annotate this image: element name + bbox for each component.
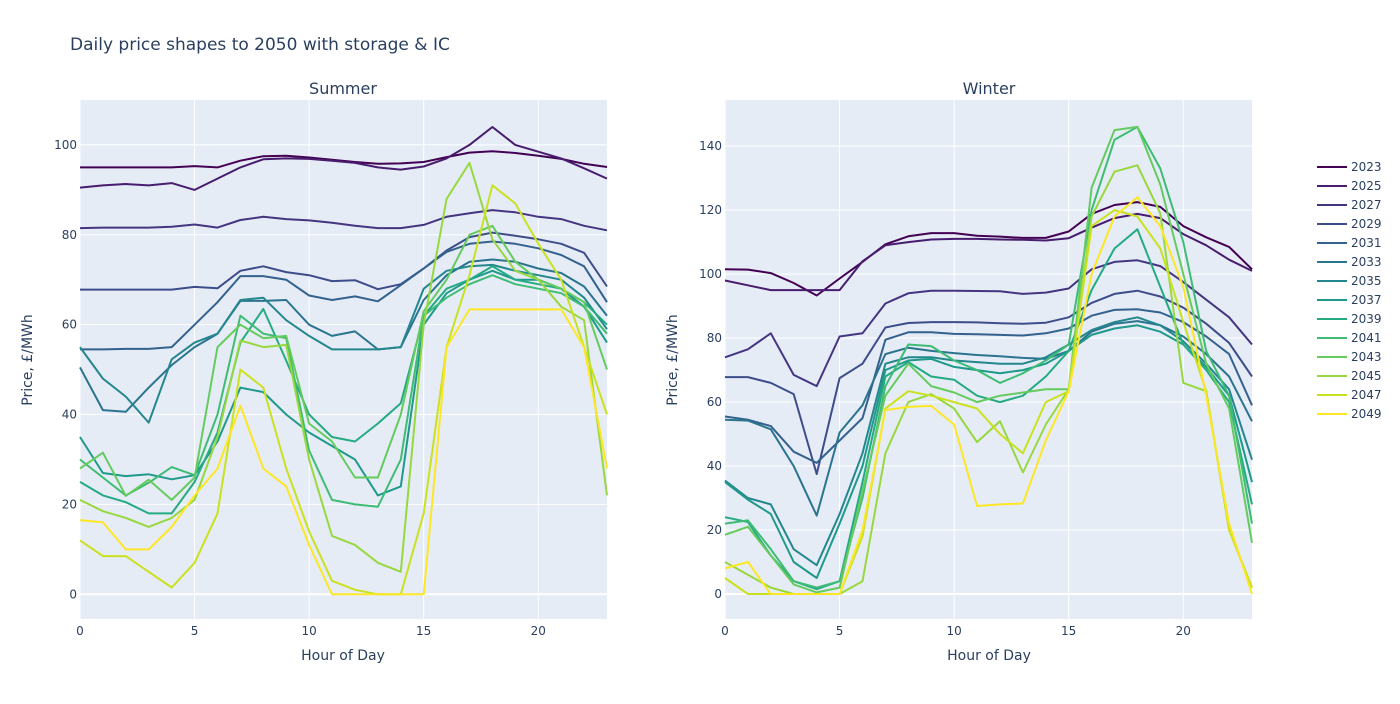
legend-item-2033[interactable]: 2033 [1317, 255, 1382, 269]
summer-series-2047[interactable] [79, 184, 608, 596]
summer-series-2041[interactable] [79, 274, 608, 508]
winter-y-tick-label: 60 [707, 395, 722, 409]
legend-label: 2043 [1351, 350, 1382, 364]
winter-series-2037[interactable] [724, 324, 1253, 579]
summer-x-tick-label: 0 [76, 624, 84, 638]
winter-y-tick-label: 80 [707, 331, 722, 345]
summer-series-2025[interactable] [79, 126, 608, 191]
legend-label: 2047 [1351, 388, 1382, 402]
summer-y-tick-label: 20 [62, 497, 77, 511]
winter-x-tick-label: 15 [1061, 624, 1076, 638]
legend-label: 2033 [1351, 255, 1382, 269]
winter-y-tick-label: 100 [699, 267, 722, 281]
legend-item-2045[interactable]: 2045 [1317, 369, 1382, 383]
legend-item-2023[interactable]: 2023 [1317, 160, 1382, 174]
winter-series-2049[interactable] [724, 196, 1253, 595]
legend-item-2049[interactable]: 2049 [1317, 407, 1382, 421]
legend-item-2041[interactable]: 2041 [1317, 331, 1382, 345]
summer-series-2043[interactable] [79, 224, 608, 501]
legend: 2023 2025 2027 2029 2031 2033 2035 2037 2039 2041… [1317, 160, 1382, 421]
summer-series-2029[interactable] [80, 231, 608, 291]
legend-label: 2041 [1351, 331, 1382, 345]
winter-y-tick-label: 140 [699, 139, 722, 153]
winter-x-tick-label: 0 [721, 624, 729, 638]
summer-x-tick-label: 5 [191, 624, 199, 638]
winter-y-axis-label: Price, £/MWh [665, 314, 681, 405]
winter-series-2035[interactable] [724, 316, 1253, 567]
legend-label: 2049 [1351, 407, 1382, 421]
winter-plot-area [725, 100, 1252, 619]
winter-x-tick-label: 5 [836, 624, 844, 638]
legend-label: 2035 [1351, 274, 1382, 288]
summer-x-tick-label: 15 [416, 624, 431, 638]
winter-x-axis-label: Hour of Day [947, 648, 1031, 664]
winter-series-2027[interactable] [724, 259, 1253, 388]
winter-series-2031[interactable] [724, 308, 1253, 464]
legend-item-2025[interactable]: 2025 [1317, 179, 1382, 193]
summer-plot-area [80, 100, 607, 619]
summer-y-tick-label: 80 [62, 228, 77, 242]
winter-y-tick-label: 0 [714, 587, 722, 601]
legend-item-2047[interactable]: 2047 [1317, 388, 1382, 402]
winter-y-tick-label: 20 [707, 523, 722, 537]
legend-label: 2027 [1351, 198, 1382, 212]
winter-series-2041[interactable] [724, 125, 1253, 589]
summer-x-tick-label: 10 [301, 624, 316, 638]
legend-item-2035[interactable]: 2035 [1317, 274, 1382, 288]
summer-y-tick-label: 60 [62, 318, 77, 332]
summer-series-2049[interactable] [79, 308, 608, 596]
summer-y-tick-label: 0 [69, 587, 77, 601]
winter-x-tick-label: 10 [946, 624, 961, 638]
chart-title: Daily price shapes to 2050 with storage … [70, 35, 450, 55]
winter-y-tick-label: 40 [707, 459, 722, 473]
summer-subplot: Summer Hour of Day Price, £/MWh 0 5 10 15 20… [20, 79, 608, 664]
legend-label: 2031 [1351, 236, 1382, 250]
summer-y-tick-label: 40 [62, 408, 77, 422]
winter-x-tick-label: 20 [1176, 624, 1191, 638]
summer-series-2045[interactable] [79, 161, 608, 573]
legend-item-2027[interactable]: 2027 [1317, 198, 1382, 212]
summer-y-tick-label: 100 [54, 138, 77, 152]
summer-series-2039[interactable] [79, 265, 608, 515]
legend-item-2037[interactable]: 2037 [1317, 293, 1382, 307]
summer-subplot-title: Summer [309, 79, 377, 98]
winter-subplot: Winter Hour of Day Price, £/MWh 0 5 10 15 20… [665, 79, 1253, 664]
winter-y-tick-label: 120 [699, 203, 722, 217]
legend-item-2031[interactable]: 2031 [1317, 236, 1382, 250]
legend-item-2029[interactable]: 2029 [1317, 217, 1382, 231]
legend-label: 2037 [1351, 293, 1382, 307]
winter-subplot-title: Winter [963, 79, 1016, 98]
summer-series-2031[interactable] [80, 240, 608, 351]
legend-label: 2039 [1351, 312, 1382, 326]
legend-label: 2023 [1351, 160, 1382, 174]
winter-series-2043[interactable] [724, 125, 1253, 594]
summer-x-tick-label: 20 [531, 624, 546, 638]
legend-label: 2045 [1351, 369, 1382, 383]
legend-item-2039[interactable]: 2039 [1317, 312, 1382, 326]
summer-series-2027[interactable] [79, 209, 608, 232]
legend-item-2043[interactable]: 2043 [1317, 350, 1382, 364]
winter-series-2023[interactable] [724, 201, 1253, 297]
legend-label: 2029 [1351, 217, 1382, 231]
summer-y-axis-label: Price, £/MWh [20, 314, 36, 405]
legend-label: 2025 [1351, 179, 1382, 193]
summer-x-axis-label: Hour of Day [301, 648, 385, 664]
winter-series-2025[interactable] [724, 212, 1253, 292]
